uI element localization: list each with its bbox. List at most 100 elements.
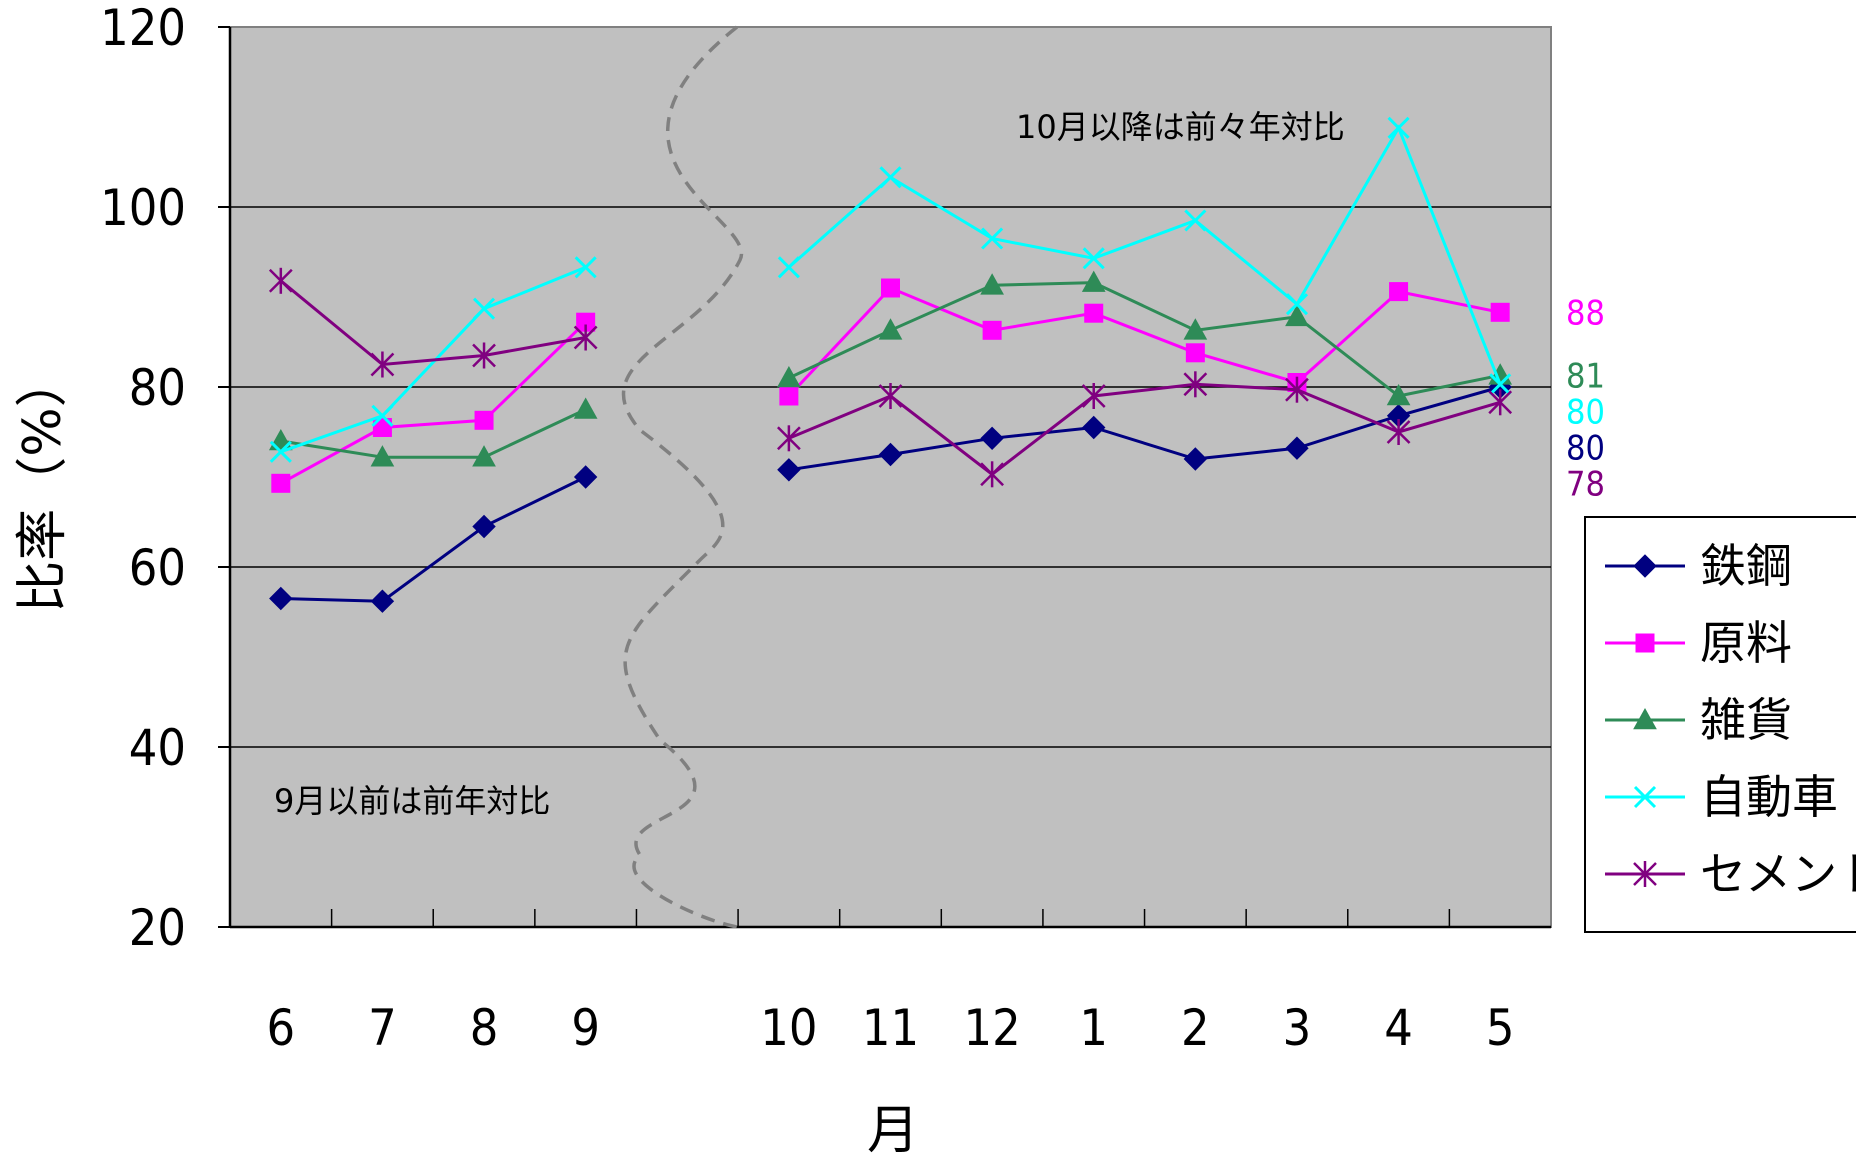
data-point <box>573 397 598 419</box>
data-point <box>1082 247 1105 270</box>
data-point <box>1183 371 1208 398</box>
data-point <box>268 267 293 294</box>
data-point <box>982 320 1002 340</box>
annotation-before: 9月以前は前年対比 <box>274 782 550 820</box>
x-tick-label-2: 2 <box>1181 999 1210 1057</box>
series-2 <box>271 278 1510 493</box>
data-point <box>1389 282 1409 302</box>
data-point <box>1183 318 1208 340</box>
data-point <box>474 410 494 430</box>
series-line-4-1 <box>280 265 587 454</box>
legend-label: 原料 <box>1700 616 1792 670</box>
end-label: 80 <box>1566 428 1605 468</box>
x-axis-title: 月 <box>867 1101 919 1158</box>
legend: 鉄鋼原料雑貨自動車セメント <box>1584 516 1856 933</box>
data-point <box>269 440 292 463</box>
data-point <box>472 514 496 539</box>
data-point <box>1285 304 1309 327</box>
legend-item-3: 雑貨 <box>1605 693 1792 747</box>
legend-label: 鉄鋼 <box>1700 539 1792 593</box>
end-label: 81 <box>1566 356 1605 396</box>
series-line-5-2 <box>788 382 1501 477</box>
data-point <box>1183 447 1208 471</box>
legend-box <box>1584 516 1856 933</box>
y-tick-label-120: 120 <box>100 0 186 57</box>
x-tick-label-12: 12 <box>963 999 1020 1057</box>
data-point <box>370 589 395 613</box>
x-tick-label-3: 3 <box>1283 999 1312 1057</box>
y-tick-label-40: 40 <box>129 719 186 777</box>
data-point <box>271 473 291 493</box>
data-point <box>574 256 597 279</box>
data-point <box>981 227 1004 250</box>
series-4 <box>269 116 1512 463</box>
legend-label: 雑貨 <box>1700 693 1792 747</box>
data-point <box>472 342 496 369</box>
series-line-5-1 <box>279 279 586 367</box>
x-tick-label-6: 6 <box>266 999 295 1057</box>
y-tick-label-100: 100 <box>100 179 186 237</box>
data-point <box>879 166 902 189</box>
series-1 <box>269 375 1512 613</box>
legend-marker <box>1635 633 1655 653</box>
legend-item-2: 原料 <box>1605 616 1792 670</box>
legend-marker <box>1633 785 1657 809</box>
data-point <box>1387 116 1410 139</box>
data-point <box>371 404 394 427</box>
legend-marker <box>1633 554 1657 578</box>
y-tick-label-80: 80 <box>129 359 186 417</box>
end-label: 78 <box>1566 464 1605 504</box>
data-point <box>980 273 1004 295</box>
legend-item-5: セメント <box>1605 847 1856 901</box>
series-line-2-1 <box>280 321 587 485</box>
x-tick-label-11: 11 <box>862 999 919 1057</box>
y-tick-label-20: 20 <box>129 899 186 957</box>
data-point <box>777 256 800 279</box>
legend-label: 自動車 <box>1700 770 1838 824</box>
data-point <box>370 445 395 467</box>
data-point <box>269 586 293 611</box>
data-point <box>370 351 395 378</box>
data-point <box>1489 373 1512 396</box>
data-point <box>1184 209 1207 232</box>
x-tick-label-7: 7 <box>368 999 397 1057</box>
axes <box>218 26 1551 929</box>
y-axis-title: 比率（%） <box>13 355 73 612</box>
legend-label: セメント <box>1700 847 1856 901</box>
x-tick-label-9: 9 <box>571 999 600 1057</box>
legend-marker <box>1633 707 1657 730</box>
data-point <box>1285 293 1309 316</box>
end-label: 80 <box>1566 392 1605 432</box>
data-point <box>1081 383 1106 409</box>
series-line-3-1 <box>280 408 587 459</box>
data-point <box>1285 436 1309 460</box>
data-point <box>777 458 801 482</box>
y-tick-label-60: 60 <box>129 539 186 597</box>
data-point <box>1082 415 1106 440</box>
annotation-after: 10月以降は前々年対比 <box>1016 108 1345 146</box>
data-point <box>1084 303 1104 323</box>
series-line-1-1 <box>280 475 587 603</box>
data-point <box>1081 270 1106 292</box>
series-line-1-2 <box>788 385 1501 472</box>
data-point <box>573 465 598 489</box>
data-point <box>1185 343 1205 363</box>
x-tick-label-1: 1 <box>1079 999 1108 1057</box>
data-point <box>878 383 903 409</box>
data-point <box>881 278 900 298</box>
data-point <box>779 386 799 406</box>
data-point <box>1490 302 1510 322</box>
data-point <box>878 442 903 467</box>
data-point <box>472 445 496 467</box>
data-point <box>980 426 1004 451</box>
data-point <box>777 425 801 452</box>
series-line-2-2 <box>787 286 1501 398</box>
data-point <box>1488 389 1513 416</box>
end-label: 88 <box>1566 293 1605 333</box>
x-tick-label-10: 10 <box>760 999 817 1057</box>
legend-marker <box>1633 861 1657 887</box>
series-5 <box>268 267 1513 488</box>
x-tick-label-8: 8 <box>470 999 499 1057</box>
